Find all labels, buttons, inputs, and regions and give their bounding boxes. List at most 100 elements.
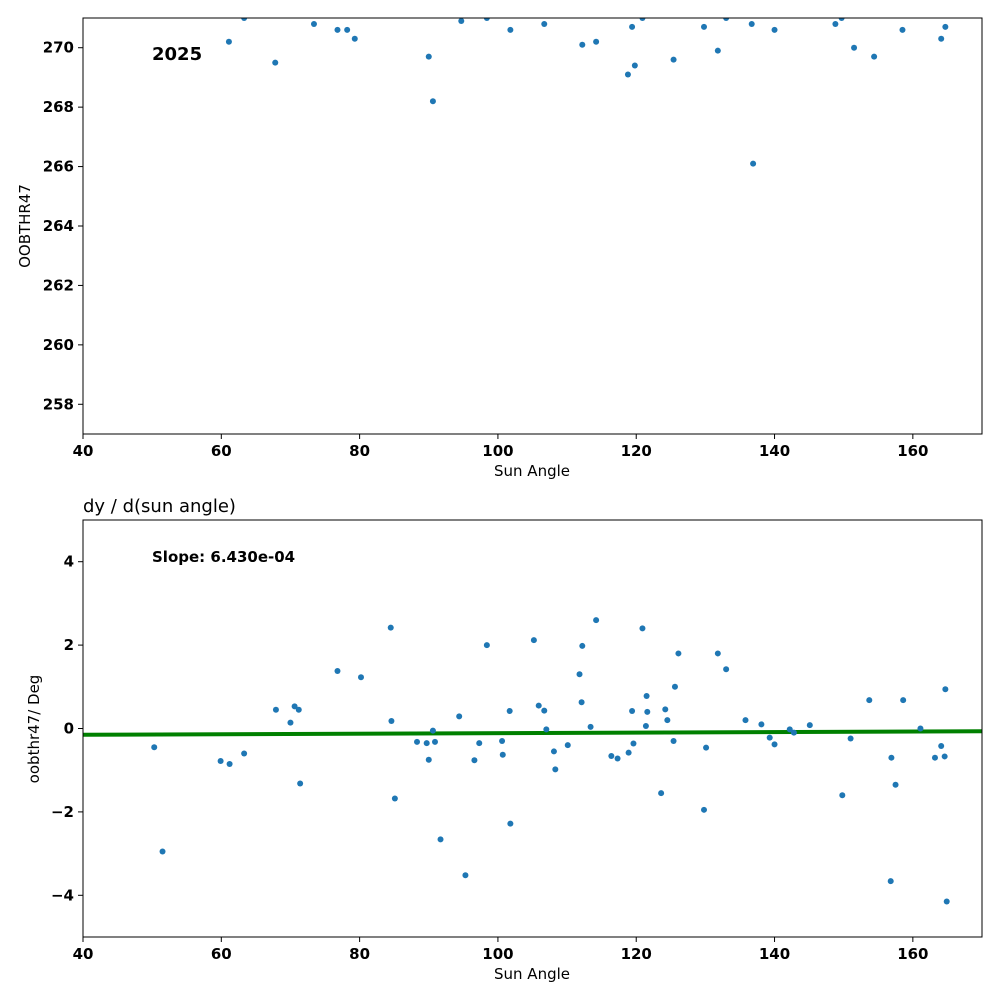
bottom-data-point [887,878,894,885]
bottom-data-point [938,743,945,750]
top-points [225,18,949,167]
bottom-x-axis-label: Sun Angle [494,965,570,983]
bottom-data-point [543,726,550,733]
bottom-data-point [943,898,950,905]
bottom-data-point [639,625,646,632]
bottom-data-point [888,754,895,761]
top-y-tick-label: 266 [43,158,74,176]
bottom-data-point [391,795,398,802]
top-x-tick-label: 120 [621,442,652,460]
bottom-data-point [425,756,432,763]
bottom-data-point [866,697,873,704]
top-data-point [631,62,638,69]
top-data-point [670,56,677,63]
bottom-data-point [297,780,304,787]
bottom-data-point [614,755,621,762]
top-data-point [541,20,548,27]
top-data-point [507,26,514,33]
top-x-tick-label: 40 [73,442,94,460]
bottom-data-point [552,766,559,773]
top-data-point [483,18,490,21]
bottom-y-tick-label: −4 [51,886,74,904]
top-x-tick-label: 60 [211,442,232,460]
bottom-y-axis-label: oobthr47/ Deg [25,675,43,784]
bottom-data-point [576,671,583,678]
top-data-point [310,20,317,27]
top-data-point [771,26,778,33]
top-data-point [425,53,432,60]
bottom-data-point [608,753,615,760]
bottom-data-point [742,717,749,724]
bottom-data-point [625,749,632,756]
top-y-tick-label: 258 [43,395,74,413]
top-data-point [344,26,351,33]
top-plot-frame [82,17,983,435]
bottom-data-point [587,723,594,730]
top-y-axis-label: OOBTHR47 [16,184,34,268]
top-data-point [832,20,839,27]
bottom-fit-line [82,729,983,737]
bottom-data-point [662,706,669,713]
top-data-point [593,38,600,45]
bottom-data-point [670,738,677,745]
bottom-data-point [643,692,650,699]
top-data-point [714,47,721,54]
bottom-data-point [942,686,949,693]
bottom-data-point [226,760,233,767]
top-y-tick-label: 262 [43,276,74,294]
top-data-point [938,35,945,42]
top-annotation: 2025 [152,44,202,65]
bottom-data-point [714,650,721,657]
bottom-data-point [414,738,421,745]
top-y-tick-label: 260 [43,336,74,354]
bottom-panel: dy / d(sun angle) 40 60 80 100 120 140 160 −4−… [25,496,983,983]
bottom-data-point [564,742,571,749]
bottom-data-point [806,722,813,729]
bottom-y-tick-label: −2 [51,803,74,821]
bottom-data-point [758,721,765,728]
bottom-data-point [476,740,483,747]
top-data-point [429,98,436,105]
top-x-tick-label: 160 [897,442,928,460]
top-data-point [701,23,708,30]
bottom-data-point [295,706,302,713]
bottom-title: dy / d(sun angle) [83,496,236,517]
bottom-annotation: Slope: 6.430e-04 [152,548,295,566]
bottom-data-point [644,708,651,715]
bottom-y-tick-label: 0 [64,720,74,738]
bottom-plot-frame [82,519,983,938]
top-y-tick-label: 270 [43,39,74,57]
bottom-data-point [630,740,637,747]
top-data-point [629,23,636,30]
bottom-x-tick-label: 40 [73,945,94,963]
bottom-data-point [664,717,671,724]
bottom-data-point [429,727,436,734]
bottom-data-point [217,758,224,765]
bottom-data-point [241,750,248,757]
top-data-point [334,26,341,33]
bottom-data-point [701,806,708,813]
bottom-data-point [423,740,430,747]
bottom-data-point [506,707,513,714]
top-data-point [750,160,757,167]
top-data-point [748,20,755,27]
top-x-ticks: 40 60 80 100 120 140 160 [73,434,929,460]
bottom-points [151,617,950,905]
top-data-point [639,18,646,21]
bottom-data-point [507,820,514,827]
bottom-data-point [629,707,636,714]
bottom-data-point [530,637,537,644]
bottom-data-point [287,719,294,726]
bottom-x-tick-label: 100 [482,945,513,963]
bottom-data-point [291,703,298,710]
bottom-data-point [786,726,793,733]
bottom-data-point [431,738,438,745]
bottom-data-point [839,792,846,799]
bottom-data-point [771,741,778,748]
bottom-data-point [471,757,478,764]
top-data-point [624,71,631,78]
top-data-point [851,44,858,51]
bottom-data-point [535,702,542,709]
bottom-data-point [550,748,557,755]
